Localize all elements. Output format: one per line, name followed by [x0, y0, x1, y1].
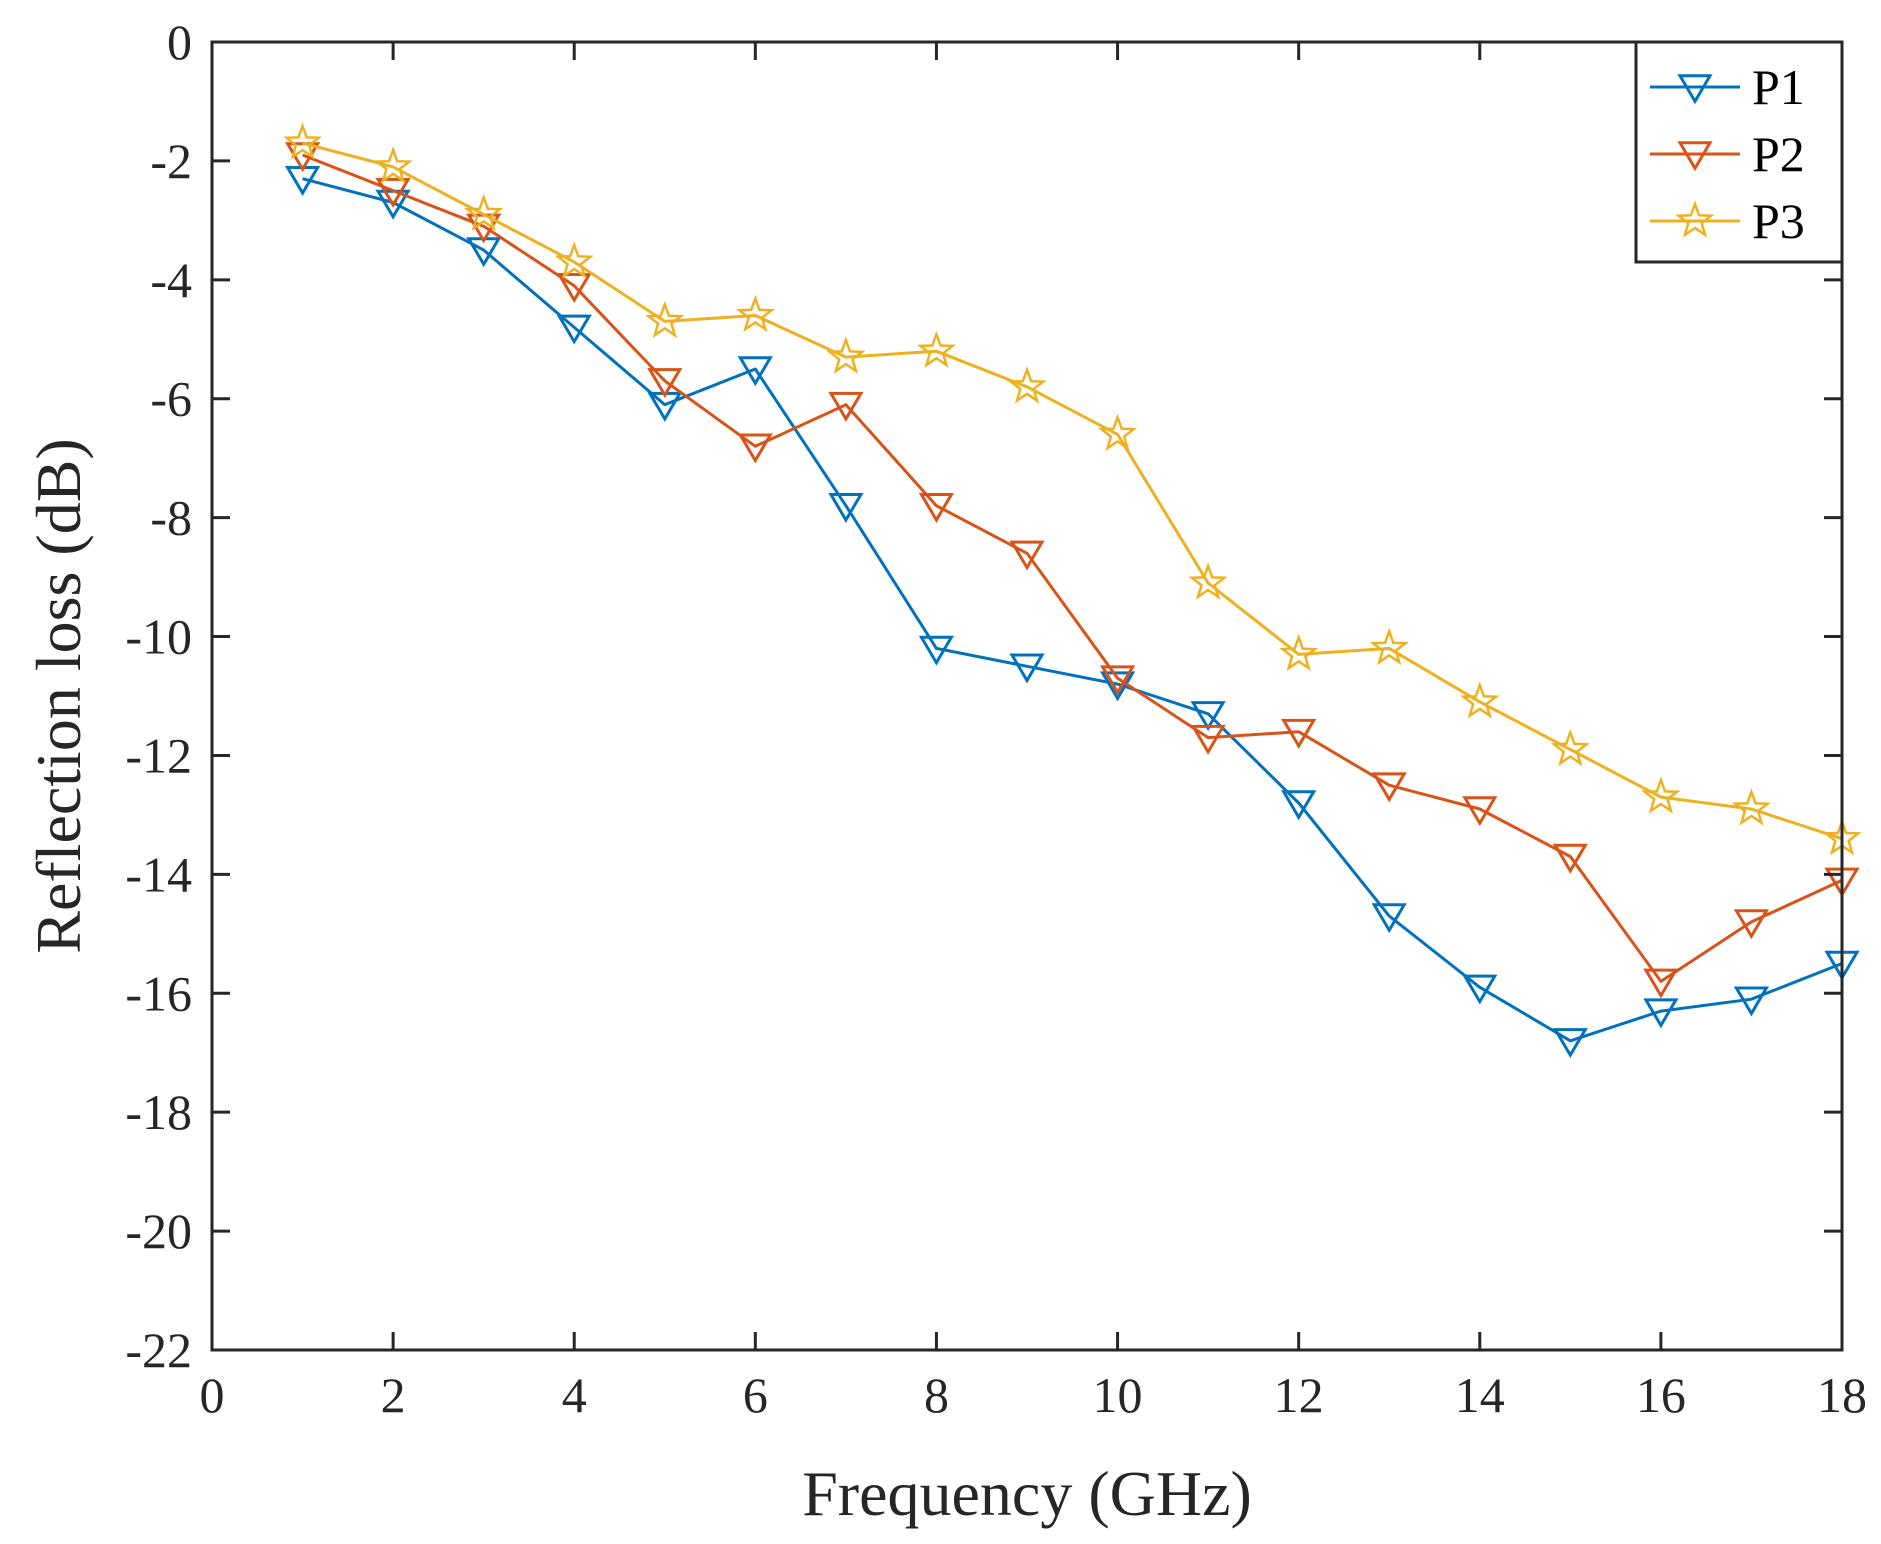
x-tick-label: 16: [1636, 1367, 1686, 1423]
legend-label-p1: P1: [1752, 59, 1805, 115]
data-point-p3: [1460, 681, 1500, 719]
data-point-p3: [373, 146, 413, 184]
x-tick-label: 8: [924, 1367, 949, 1423]
y-tick-label: -14: [125, 846, 192, 902]
y-tick-label: 0: [167, 14, 192, 70]
data-point-p1: [1643, 998, 1679, 1029]
data-point-p2: [1190, 724, 1226, 755]
data-point-p2: [647, 368, 683, 399]
series-layer: [282, 122, 1862, 1059]
data-point-p1: [1190, 701, 1226, 732]
legend: P1 P2 P3: [1634, 40, 1844, 264]
data-point-p3: [1007, 366, 1047, 404]
data-point-p1: [1462, 974, 1498, 1005]
data-point-p3: [735, 294, 775, 333]
y-tick-label: -10: [125, 609, 192, 665]
data-point-p2: [375, 177, 411, 208]
legend-marker-p1: [1677, 74, 1713, 105]
data-point-p3: [282, 122, 323, 160]
x-tick-label: 2: [381, 1367, 406, 1423]
series-p3: [282, 122, 1862, 856]
data-point-p2: [1643, 968, 1679, 999]
y-tick-label: -22: [125, 1322, 192, 1378]
data-point-p1: [556, 314, 592, 345]
data-point-p1: [1552, 1028, 1588, 1059]
data-point-p2: [918, 493, 955, 523]
data-point-p3: [464, 193, 504, 232]
data-point-p1: [918, 635, 955, 666]
x-tick-label: 14: [1455, 1367, 1505, 1423]
data-point-p1: [1009, 653, 1045, 684]
data-point-p2: [1009, 540, 1045, 571]
y-tick-label: -8: [150, 490, 192, 546]
data-point-p3: [1641, 776, 1681, 814]
y-tick-label: -18: [125, 1084, 192, 1140]
data-point-p3: [1279, 633, 1319, 672]
data-point-p1: [1099, 671, 1136, 702]
x-axis-title: Frequency (GHz): [802, 1458, 1252, 1529]
data-point-p2: [1371, 772, 1407, 803]
data-point-p2: [1462, 796, 1498, 827]
legend-marker-p3: [1675, 200, 1715, 238]
x-tick-label: 4: [562, 1367, 587, 1423]
y-tick-label: -20: [125, 1203, 192, 1259]
data-point-p2: [1099, 665, 1136, 696]
series-line-p3: [302, 141, 1843, 841]
data-point-p1: [828, 493, 864, 523]
data-point-p2: [1552, 843, 1588, 874]
legend-item-p2: P2: [1650, 126, 1805, 182]
series-line-p1: [302, 177, 1843, 1043]
data-point-p3: [1369, 627, 1409, 666]
data-point-p1: [1281, 790, 1317, 821]
data-point-p3: [826, 336, 866, 374]
y-tick-label: -16: [125, 965, 192, 1021]
x-tick-label: 18: [1817, 1367, 1867, 1423]
legend-box: [1634, 40, 1844, 264]
x-tick-label: 12: [1274, 1367, 1324, 1423]
data-point-p2: [737, 433, 773, 464]
plot-frame: [210, 40, 1844, 1352]
legend-item-p1: P1: [1650, 59, 1805, 115]
x-tick-label: 10: [1093, 1367, 1143, 1423]
legend-label-p3: P3: [1752, 193, 1805, 249]
data-point-p3: [1731, 788, 1772, 826]
y-tick-label: -12: [125, 727, 192, 783]
y-tick-label: -4: [150, 252, 192, 308]
data-point-p3: [1097, 413, 1138, 452]
data-point-p2: [1281, 718, 1317, 749]
legend-marker-p2: [1677, 141, 1713, 172]
y-tick-label: -6: [150, 371, 192, 427]
y-axis-title: Reflection loss (dB): [23, 438, 94, 953]
data-point-p3: [645, 300, 685, 339]
data-point-p1: [1733, 986, 1770, 1017]
data-point-p3: [1188, 562, 1228, 600]
legend-item-p3: P3: [1650, 193, 1805, 249]
x-tick-label: 6: [743, 1367, 768, 1423]
data-point-p3: [916, 330, 957, 368]
y-tick-label: -2: [150, 133, 192, 189]
data-point-p2: [1733, 909, 1770, 940]
data-point-p3: [1550, 728, 1590, 767]
data-point-p2: [828, 391, 864, 422]
ticks-layer: 0 2 4 6 8 10 12 14 16 18 0 -2 -4 -6 -8 -10 -12 -14 -16 -18 -…: [125, 14, 1867, 1423]
x-tick-label: 0: [200, 1367, 225, 1423]
legend-label-p2: P2: [1752, 126, 1805, 182]
data-point-p1: [737, 356, 773, 387]
data-point-p3: [554, 241, 594, 279]
data-point-p1: [1371, 903, 1407, 934]
data-point-p2: [556, 273, 592, 303]
